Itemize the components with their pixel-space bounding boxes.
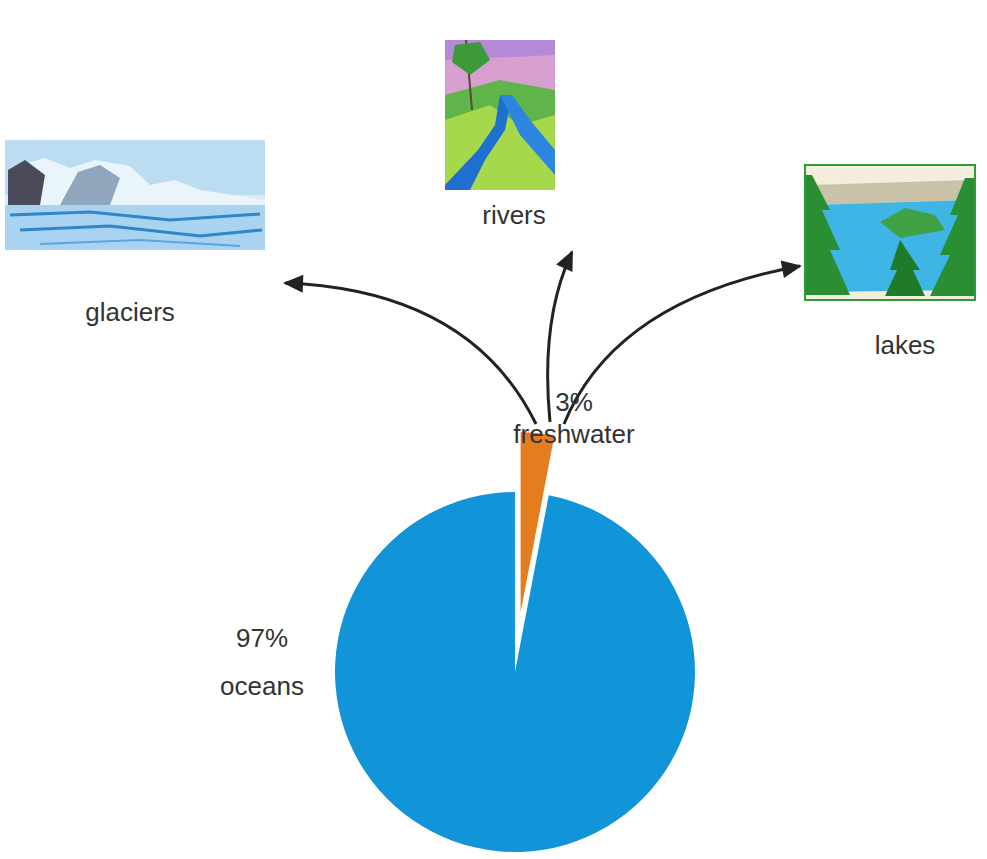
svg-text:3%: 3%	[555, 387, 593, 417]
svg-text:rivers: rivers	[482, 200, 546, 230]
svg-text:lakes: lakes	[875, 330, 936, 360]
svg-text:glaciers: glaciers	[85, 297, 175, 327]
svg-text:oceans: oceans	[220, 671, 304, 701]
svg-text:97%: 97%	[236, 623, 288, 653]
svg-text:freshwater: freshwater	[513, 419, 635, 449]
